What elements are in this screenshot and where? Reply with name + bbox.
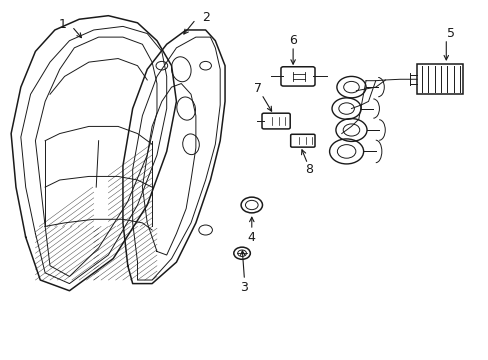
Text: 4: 4 [247,231,255,244]
Text: 8: 8 [304,163,312,176]
Bar [416,64,462,94]
Text: 6: 6 [288,34,296,47]
Text: 3: 3 [240,281,248,294]
Text: 2: 2 [201,11,209,24]
Text: 7: 7 [253,82,261,95]
Text: 1: 1 [58,18,66,31]
Text: 5: 5 [446,27,454,40]
